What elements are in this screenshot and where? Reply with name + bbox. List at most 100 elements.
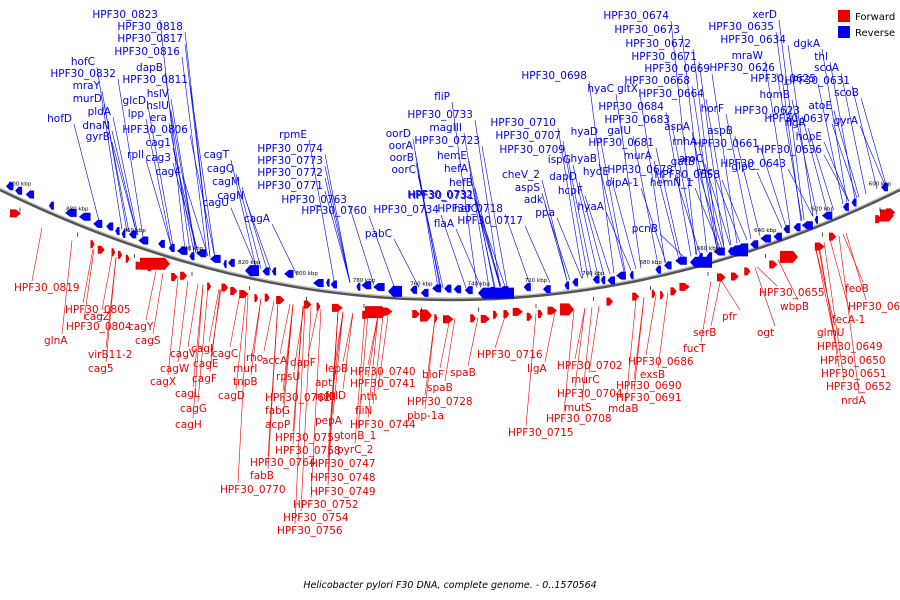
reverse-leader-line bbox=[665, 111, 692, 257]
reverse-leader-line bbox=[694, 187, 721, 249]
reverse-gene-label: hopE bbox=[796, 131, 822, 143]
reverse-gene-label: cagA bbox=[244, 213, 271, 225]
reverse-gene-arrow bbox=[189, 252, 195, 261]
reverse-leader-line bbox=[474, 187, 501, 287]
reverse-gene-label: cagN bbox=[217, 190, 244, 202]
forward-gene-label: HPF30_0728 bbox=[407, 396, 473, 408]
reverse-gene-label: HPF30_0681 bbox=[588, 137, 654, 149]
reverse-gene-label: aspA bbox=[664, 121, 691, 133]
reverse-gene-label: homB bbox=[759, 89, 790, 101]
reverse-leader-line bbox=[189, 84, 216, 259]
forward-leader-line bbox=[710, 278, 722, 327]
forward-leader-line bbox=[467, 317, 479, 367]
forward-leader-line bbox=[235, 295, 247, 390]
forward-gene-label: fliN bbox=[355, 405, 372, 417]
forward-leader-line bbox=[814, 245, 836, 327]
reverse-leader-line bbox=[691, 85, 718, 250]
forward-gene-arrow bbox=[434, 314, 438, 323]
forward-gene-arrow bbox=[10, 209, 21, 218]
reverse-leader-line bbox=[541, 179, 568, 281]
forward-gene-label: cagZ bbox=[84, 311, 110, 323]
forward-gene-arrow bbox=[207, 282, 211, 291]
reverse-leader-line bbox=[481, 145, 508, 287]
reverse-leader-line bbox=[704, 163, 731, 246]
forward-leader-line bbox=[82, 248, 94, 304]
tick-label: 780 kbp bbox=[353, 278, 376, 284]
forward-gene-label: cagC bbox=[212, 348, 238, 360]
forward-gene-label: cagG bbox=[180, 403, 207, 415]
reverse-gene-arrow bbox=[783, 225, 790, 234]
forward-gene-label: HPF30_0770 bbox=[220, 484, 286, 496]
reverse-leader-line bbox=[474, 199, 501, 287]
reverse-gene-label: HPF30_0806 bbox=[122, 124, 188, 136]
forward-leader-line bbox=[332, 311, 344, 391]
legend-reverse-label: Reverse bbox=[855, 28, 895, 39]
forward-gene-arrow bbox=[670, 287, 677, 296]
reverse-gene-arrow bbox=[262, 267, 270, 276]
reverse-gene-arrow bbox=[664, 261, 672, 270]
forward-gene-label: HPF30_0655 bbox=[759, 287, 825, 299]
reverse-gene-label: HPF30_0683 bbox=[604, 114, 670, 126]
tick-label: 900 kbp bbox=[9, 182, 32, 188]
reverse-gene-label: scoA bbox=[814, 62, 840, 74]
reverse-gene-label: cagU bbox=[202, 197, 229, 209]
reverse-gene-arrow bbox=[356, 282, 361, 291]
forward-leader-line bbox=[83, 249, 95, 321]
forward-gene-label: rho bbox=[246, 352, 263, 364]
forward-leader-line bbox=[756, 266, 778, 287]
reverse-leader-line bbox=[368, 215, 395, 287]
reverse-gene-label: HPF30_0671 bbox=[631, 51, 697, 63]
reverse-gene-label: hefA bbox=[444, 163, 469, 175]
forward-gene-label: serB bbox=[693, 327, 716, 339]
reverse-gene-arrow bbox=[330, 280, 337, 289]
forward-gene-label: cagE bbox=[193, 358, 219, 370]
reverse-leader-line bbox=[308, 139, 335, 281]
forward-leader-line bbox=[357, 314, 369, 430]
reverse-gene-label: HPF30_0669 bbox=[644, 63, 710, 75]
reverse-leader-line bbox=[692, 48, 719, 250]
reverse-gene-label: HPF30_0760 bbox=[301, 205, 367, 217]
forward-leader-line bbox=[829, 239, 851, 314]
reverse-leader-line bbox=[599, 136, 626, 272]
reverse-gene-label: HPF30_0718 bbox=[437, 203, 503, 215]
forward-gene-label: HPF30_0704 bbox=[557, 388, 623, 400]
forward-gene-label: cagL bbox=[175, 388, 200, 400]
reverse-gene-label: xerD bbox=[752, 9, 777, 21]
reverse-leader-line bbox=[801, 115, 828, 211]
reverse-leader-line bbox=[721, 179, 748, 241]
forward-gene-arrow bbox=[769, 260, 778, 269]
forward-gene-label: cagD bbox=[218, 390, 245, 402]
reverse-gene-arrow bbox=[572, 278, 579, 287]
reverse-gene-arrow bbox=[464, 286, 473, 295]
forward-leader-line bbox=[282, 304, 294, 419]
forward-leader-line bbox=[754, 267, 776, 327]
forward-leader-line bbox=[645, 294, 657, 356]
forward-leader-line bbox=[525, 313, 537, 427]
reverse-leader-line bbox=[556, 217, 583, 279]
forward-gene-label: fabB bbox=[250, 470, 274, 482]
reverse-gene-label: pldA bbox=[88, 106, 112, 118]
forward-gene-arrow bbox=[526, 312, 533, 321]
reverse-leader-line bbox=[159, 19, 186, 250]
reverse-leader-line bbox=[696, 166, 723, 248]
reverse-leader-line bbox=[655, 147, 682, 260]
reverse-gene-label: flaA bbox=[434, 218, 455, 230]
reverse-gene-arrow bbox=[616, 271, 626, 280]
reverse-gene-label: hemE bbox=[437, 150, 467, 162]
reverse-gene-arrow bbox=[592, 275, 600, 284]
forward-leader-line bbox=[307, 308, 319, 357]
reverse-gene-label: hyaD bbox=[571, 126, 598, 138]
forward-leader-line bbox=[424, 317, 436, 410]
reverse-leader-line bbox=[172, 162, 199, 254]
forward-gene-arrow bbox=[180, 271, 188, 280]
tick-label: 860 kbp bbox=[123, 228, 146, 234]
reverse-gene-arrow bbox=[245, 265, 259, 277]
reverse-gene-label: HPF30_0698 bbox=[521, 70, 587, 82]
reverse-gene-label: HPF30_0733 bbox=[407, 109, 473, 121]
map-caption: Helicobacter pylori F30 DNA, complete ge… bbox=[303, 580, 596, 591]
reverse-gene-arrow bbox=[168, 244, 175, 253]
reverse-gene-label: HPF30_0672 bbox=[625, 38, 691, 50]
reverse-gene-arrow bbox=[730, 245, 748, 257]
reverse-gene-label: ispG bbox=[548, 154, 571, 166]
reverse-gene-arrow bbox=[453, 285, 462, 294]
